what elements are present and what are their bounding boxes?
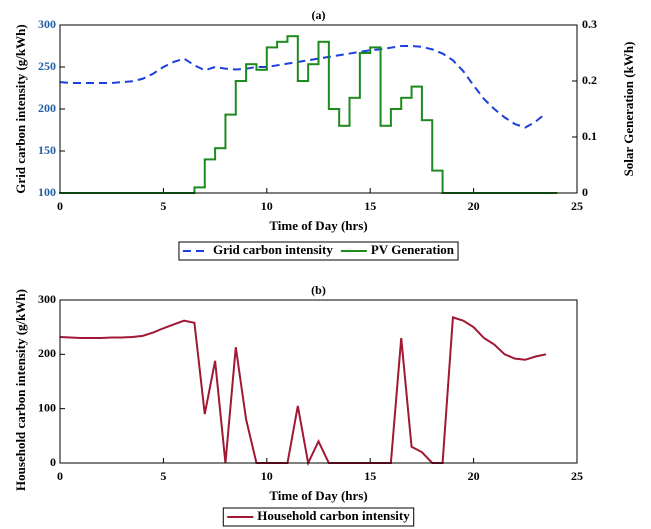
legend-frame [178,241,459,261]
x-tick-label: 5 [160,469,166,483]
plot-area [60,300,577,463]
x-axis-label: Time of Day (hrs) [269,218,367,233]
y-tick-label: 300 [38,292,56,306]
x-tick-label: 25 [571,199,583,213]
x-tick-label: 0 [57,469,63,483]
x-tick-label: 15 [364,469,376,483]
x-tick-label: 10 [261,199,273,213]
x-tick-label: 5 [160,199,166,213]
y-axis-label: Household carbon intensity (g/kWh) [13,289,28,491]
x-tick-label: 20 [468,199,480,213]
y-tick-label: 200 [38,346,56,360]
y2-tick-label: 0.3 [582,17,597,31]
legend: Grid carbon intensity PV Generation [178,241,459,261]
x-axis-label: Time of Day (hrs) [269,488,367,503]
y-axis-label: Grid carbon intensity (g/kWh) [13,24,28,193]
legend-frame [222,507,415,527]
y-tick-label: 150 [38,143,56,157]
y2-axis-label: Solar Generation (kWh) [621,42,636,177]
chart-title: (b) [311,283,326,297]
x-tick-label: 20 [468,469,480,483]
x-tick-label: 25 [571,469,583,483]
y-tick-label: 200 [38,101,56,115]
chart-title: (a) [312,8,326,22]
y2-tick-label: 0.1 [582,129,597,143]
series-line [59,45,547,129]
y2-tick-label: 0.2 [582,73,597,87]
legend-label: Grid carbon intensity [213,242,333,257]
y-tick-label: 300 [38,17,56,31]
x-tick-label: 15 [364,199,376,213]
series-line [59,316,547,467]
y-tick-label: 250 [38,59,56,73]
y-tick-label: 0 [50,455,56,469]
x-tick-label: 0 [57,199,63,213]
legend-label: PV Generation [371,242,455,257]
plot-frame [59,24,578,194]
y-tick-label: 100 [38,400,56,414]
legend: Household carbon intensity [222,507,415,527]
y-tick-label: 100 [38,185,56,199]
x-tick-label: 10 [261,469,273,483]
plot-frame [59,299,578,464]
legend-label: Household carbon intensity [257,508,410,523]
y2-tick-label: 0 [582,185,588,199]
